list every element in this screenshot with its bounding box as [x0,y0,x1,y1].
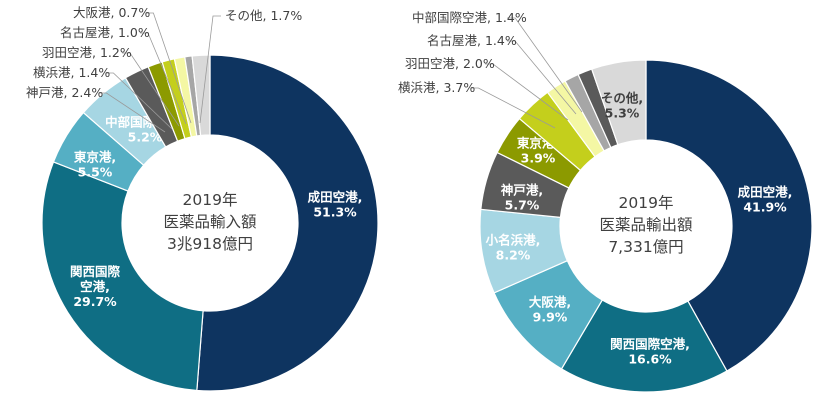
slice-2-2 [560,299,728,393]
leader-line-2-9 [507,40,577,115]
leader-line-1-7 [122,52,180,127]
slice-label-1-8: 名古屋港, 1.0% [60,25,150,40]
slice-label-1-5: 神戸港, 2.4% [26,85,103,100]
donut-chart-2: 成田空港, 41.9% 関西国際空港, 16.6% 大阪港, 9.9% 小名浜港, 8.2% 神… [398,10,813,393]
donut-center-title-1: 2019年医薬品輸入額 3兆918億円 [163,191,256,253]
slice-label-1-9: 大阪港, 0.7% [73,5,150,20]
slice-label-2-1: 成田空港, 41.9% [738,185,793,215]
slice-label-2-8: 羽田空港, 2.0% [405,56,495,71]
leader-line-2-8 [485,63,569,121]
slice-label-1-1: 成田空港, 51.3% [308,190,363,220]
slice-label-2-11: その他, 5.3% [601,91,643,121]
slice-label-1-2: 関西国際空港, 29.7% [70,264,121,309]
slice-label-2-4: 小名浜港, 8.2% [485,233,541,263]
donut-chart-1: 成田空港, 51.3%関西国際空港, 29.7%東京港, 5.5%中部国際空港, 5.2… [26,5,379,392]
donut-center-title-2: 2019年医薬品輸出額 7,331億円 [599,194,692,256]
leader-line-1-10 [199,15,221,124]
slice-label-2-7: 横浜港, 3.7% [398,80,475,95]
slice-label-1-3: 東京港, 5.5% [74,150,116,180]
leader-line-2-10 [507,17,583,113]
slice-2-11 [590,59,647,146]
slice-label-1-6: 横浜港, 1.4% [33,65,110,80]
leader-line-1-8 [140,32,187,125]
slice-label-2-5: 神戸港, 5.7% [501,183,543,213]
slice-1-1 [196,54,379,392]
leader-line-1-9 [145,12,192,124]
slice-label-2-9: 名古屋港, 1.4% [427,33,517,48]
slice-label-1-7: 羽田空港, 1.2% [42,45,132,60]
slice-label-2-2: 関西国際空港, 16.6% [610,337,690,367]
leader-line-1-6 [105,72,173,130]
slice-label-2-10: 中部国際空港, 1.4% [412,10,527,25]
leader-line-2-7 [470,87,556,129]
slice-1-2 [41,161,204,392]
slice-label-1-10: その他, 1.7% [225,8,302,23]
slice-label-2-3: 大阪港, 9.9% [529,295,571,325]
slice-2-1 [645,59,813,372]
leader-line-1-5 [98,92,166,133]
